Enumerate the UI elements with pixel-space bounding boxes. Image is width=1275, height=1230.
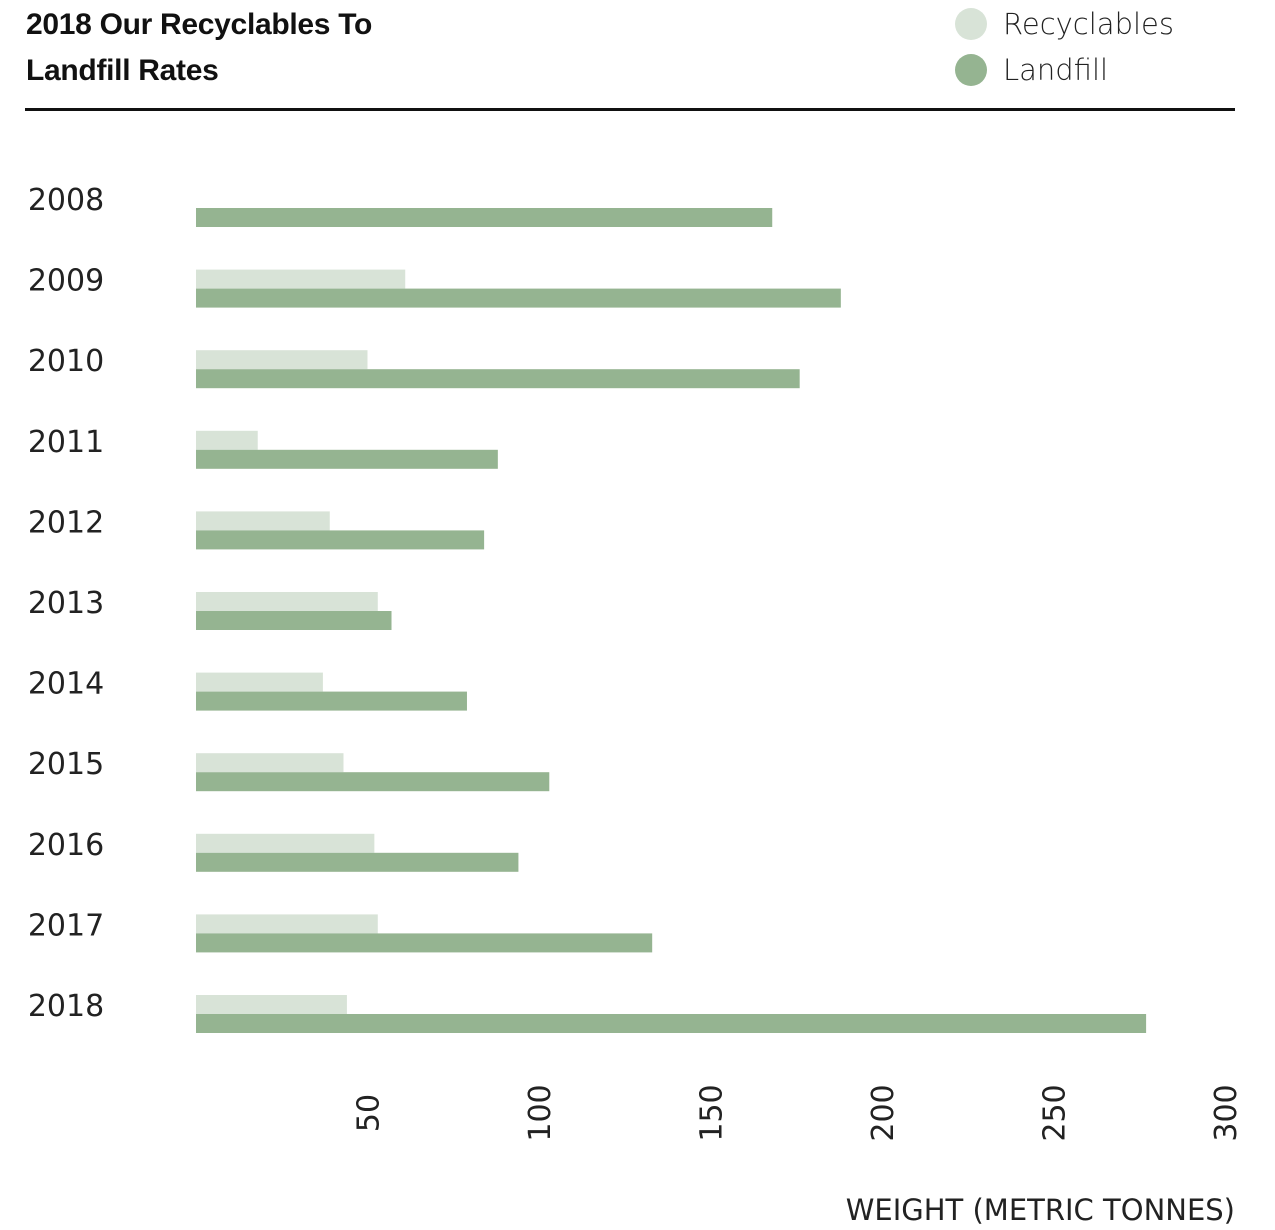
bar-recyclables-2016	[196, 833, 375, 853]
bar-recyclables-2018	[196, 995, 347, 1014]
category-label-2014: 2014	[28, 667, 104, 702]
bar-landfill-2017	[196, 933, 653, 953]
category-label-2018: 2018	[28, 989, 104, 1024]
category-label-2017: 2017	[28, 908, 104, 943]
bar-recyclables-2012	[196, 511, 330, 531]
chart-title-line-1: 2018 Our Recyclables To	[26, 8, 373, 41]
legend-swatch-recyclables	[955, 8, 987, 40]
category-label-2010: 2010	[28, 344, 104, 379]
bar-landfill-2016	[196, 852, 519, 872]
legend-label-recyclables: Recyclables	[1003, 7, 1174, 41]
chart-title: 2018 Our Recyclables To Landfill Rates	[26, 2, 546, 94]
category-label-2009: 2009	[28, 264, 104, 299]
bar-landfill-2011	[196, 449, 498, 469]
x-tick-label-300: 300	[1209, 1084, 1244, 1141]
bar-recyclables-2015	[196, 753, 344, 773]
bar-landfill-2014	[196, 691, 467, 711]
chart-title-line-2: Landfill Rates	[26, 54, 219, 87]
bar-recyclables-2011	[196, 430, 258, 450]
category-label-2016: 2016	[28, 828, 104, 863]
bar-recyclables-2010	[196, 350, 368, 370]
bar-recyclables-2009	[196, 269, 406, 289]
bar-recyclables-2014	[196, 672, 323, 692]
legend-label-landfill: Landfill	[1003, 53, 1109, 87]
bar-landfill-2013	[196, 611, 392, 630]
category-label-2015: 2015	[28, 747, 104, 782]
x-tick-label-150: 150	[695, 1084, 730, 1141]
bar-landfill-2015	[196, 772, 550, 792]
bar-landfill-2018	[196, 1014, 1147, 1033]
bar-recyclables-2013	[196, 592, 378, 611]
category-label-2011: 2011	[28, 425, 104, 460]
x-tick-label-100: 100	[523, 1084, 558, 1141]
category-label-2013: 2013	[28, 586, 104, 621]
bar-landfill-2012	[196, 530, 485, 550]
bar-landfill-2010	[196, 369, 800, 389]
category-label-2008: 2008	[28, 183, 104, 218]
bar-landfill-2008	[196, 208, 773, 227]
title-divider	[25, 108, 1235, 111]
x-tick-label-50: 50	[352, 1094, 387, 1132]
legend-swatch-landfill	[955, 54, 987, 86]
x-tick-label-200: 200	[866, 1084, 901, 1141]
x-tick-label-250: 250	[1038, 1084, 1073, 1141]
bar-recyclables-2017	[196, 914, 378, 934]
category-label-2012: 2012	[28, 505, 104, 540]
bar-landfill-2009	[196, 288, 841, 308]
x-axis-title: WEIGHT (METRIC TONNES)	[845, 1193, 1235, 1227]
